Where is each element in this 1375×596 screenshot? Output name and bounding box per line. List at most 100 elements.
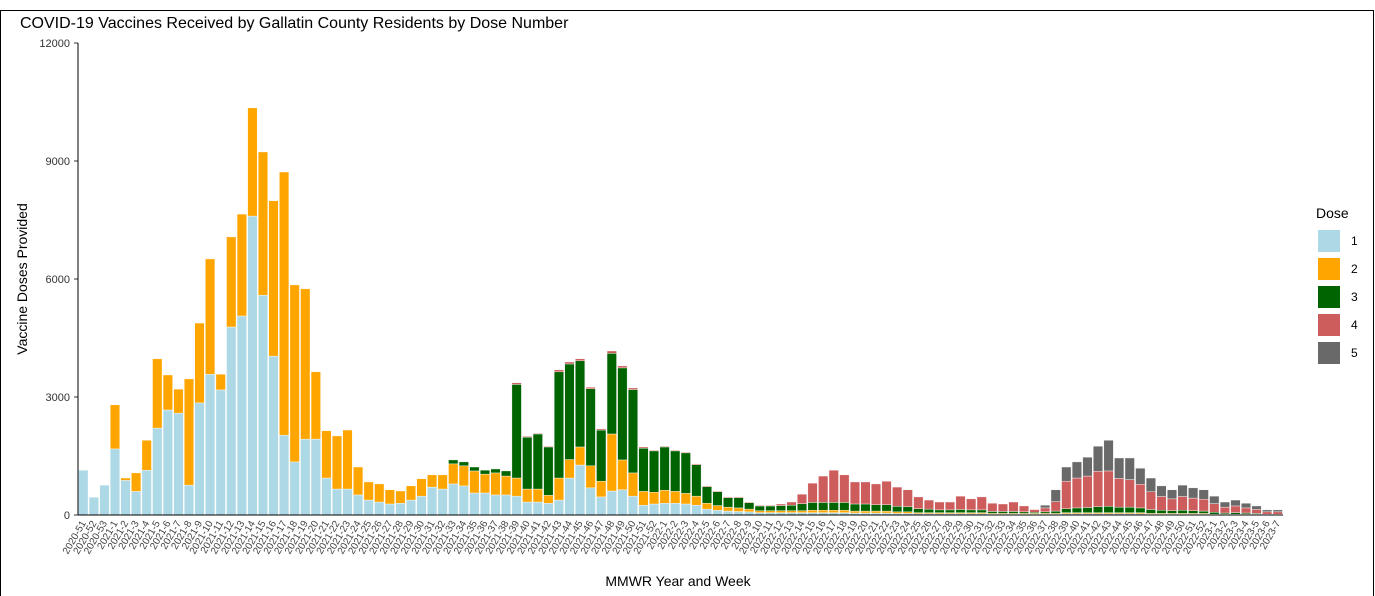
bar-segment bbox=[881, 504, 892, 512]
bar-segment bbox=[289, 284, 300, 463]
bar-segment bbox=[416, 478, 427, 497]
bar-segment bbox=[902, 489, 913, 507]
bar-segment bbox=[374, 501, 385, 516]
bar-segment bbox=[744, 502, 755, 510]
bar-segment bbox=[553, 477, 564, 501]
bar-segment bbox=[1198, 510, 1209, 514]
bar-segment bbox=[596, 428, 607, 431]
bar-segment bbox=[733, 496, 744, 498]
bar-segment bbox=[723, 496, 734, 498]
bar-segment bbox=[1156, 485, 1167, 497]
bar-segment bbox=[670, 503, 681, 516]
bar-segment bbox=[469, 492, 480, 516]
bar-segment bbox=[1071, 477, 1082, 509]
bar-segment bbox=[427, 474, 438, 488]
bar-segment bbox=[1114, 506, 1125, 513]
bar-segment bbox=[744, 501, 755, 504]
bar-segment bbox=[131, 491, 142, 516]
bar-segment bbox=[860, 481, 871, 505]
bar-segment bbox=[1040, 504, 1051, 509]
bar-segment bbox=[501, 470, 512, 477]
bar-segment bbox=[1082, 507, 1093, 513]
bar-segment bbox=[384, 503, 395, 516]
legend-swatch bbox=[1318, 342, 1340, 364]
bar-segment bbox=[1093, 471, 1103, 507]
bar-segment bbox=[120, 480, 131, 516]
bar-segment bbox=[775, 503, 786, 506]
bar-segment bbox=[733, 507, 744, 512]
bar-segment bbox=[406, 485, 416, 501]
y-tick-label: 12000 bbox=[39, 38, 70, 50]
legend-title: Dose bbox=[1316, 205, 1349, 221]
bar-segment bbox=[448, 483, 459, 516]
bar-segment bbox=[437, 474, 448, 490]
bar-segment bbox=[691, 504, 702, 516]
bar-segment bbox=[723, 497, 734, 508]
bar-segment bbox=[680, 493, 691, 505]
bar-segment bbox=[617, 365, 628, 369]
chart-title: COVID-19 Vaccines Received by Gallatin C… bbox=[20, 15, 569, 32]
bar-segment bbox=[839, 474, 850, 503]
bar-segment bbox=[987, 503, 998, 512]
bar-segment bbox=[1167, 498, 1177, 511]
bar-segment bbox=[638, 504, 649, 516]
bar-segment bbox=[110, 448, 120, 516]
bar-segment bbox=[279, 434, 290, 516]
bar-segment bbox=[1103, 470, 1114, 507]
bar-segment bbox=[532, 488, 543, 503]
bar-segment bbox=[871, 483, 882, 505]
bar-segment bbox=[532, 433, 543, 490]
bar-segment bbox=[860, 503, 871, 512]
bar-segment bbox=[194, 402, 205, 516]
bar-segment bbox=[575, 446, 586, 466]
bar-segment bbox=[120, 477, 131, 481]
bar-segment bbox=[606, 350, 617, 354]
bar-segment bbox=[976, 509, 987, 513]
bar-segment bbox=[490, 468, 501, 474]
bar-segment bbox=[1177, 510, 1188, 514]
bar-segment bbox=[141, 440, 152, 471]
bar-segment bbox=[564, 361, 575, 365]
bar-segment bbox=[490, 494, 501, 516]
bar-segment bbox=[406, 499, 416, 516]
legend-label: 5 bbox=[1351, 346, 1358, 360]
bar-segment bbox=[289, 461, 300, 516]
bar-segment bbox=[902, 506, 913, 513]
bar-segment bbox=[564, 477, 575, 516]
bar-segment bbox=[818, 510, 829, 513]
bar-segment bbox=[606, 490, 617, 516]
bar-segment bbox=[923, 499, 934, 510]
bar-segment bbox=[353, 494, 364, 516]
bar-segment bbox=[701, 486, 712, 504]
bar-segment bbox=[997, 503, 1008, 512]
bar-segment bbox=[342, 488, 353, 516]
bar-segment bbox=[691, 464, 702, 497]
bar-segment bbox=[1082, 475, 1093, 508]
bar-segment bbox=[1241, 507, 1251, 514]
bar-segment bbox=[839, 502, 850, 511]
bar-segment bbox=[892, 486, 903, 507]
bar-segment bbox=[268, 355, 279, 516]
bar-segment bbox=[670, 450, 681, 492]
bar-segment bbox=[733, 497, 744, 509]
bar-segment bbox=[469, 466, 480, 472]
bar-segment bbox=[416, 495, 427, 516]
bar-segment bbox=[945, 501, 955, 511]
bar-segment bbox=[881, 510, 892, 514]
bar-segment bbox=[1188, 497, 1199, 511]
bar-segment bbox=[1071, 461, 1082, 479]
bar-segment bbox=[1198, 499, 1209, 512]
legend-label: 4 bbox=[1351, 318, 1358, 332]
bar-segment bbox=[247, 215, 258, 516]
bar-segment bbox=[1019, 505, 1029, 513]
bar-segment bbox=[828, 469, 839, 503]
bar-segment bbox=[786, 504, 797, 511]
bar-segment bbox=[712, 491, 723, 506]
bar-segment bbox=[818, 475, 829, 503]
bar-segment bbox=[617, 459, 628, 491]
bar-segment bbox=[395, 490, 406, 504]
bar-segment bbox=[997, 511, 1008, 514]
bar-segment bbox=[765, 504, 776, 507]
bar-segment bbox=[501, 475, 512, 496]
